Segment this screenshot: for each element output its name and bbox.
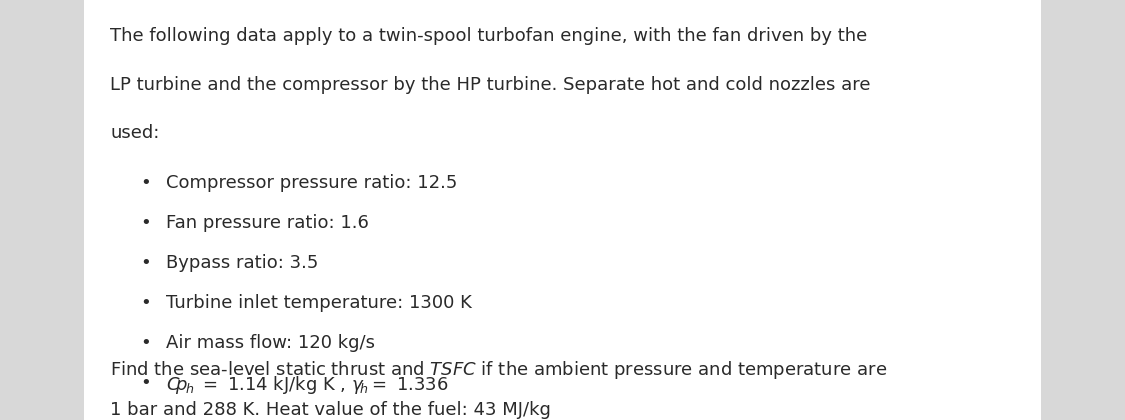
- Text: Bypass ratio: 3.5: Bypass ratio: 3.5: [166, 254, 318, 272]
- Text: Fan pressure ratio: 1.6: Fan pressure ratio: 1.6: [166, 214, 369, 232]
- Text: Find the sea-level static thrust and $\mathit{TSFC}$ if the ambient pressure and: Find the sea-level static thrust and $\m…: [110, 359, 888, 381]
- FancyBboxPatch shape: [84, 0, 1041, 420]
- Text: •: •: [141, 254, 152, 272]
- Text: used:: used:: [110, 124, 160, 142]
- Text: 1 bar and 288 K. Heat value of the fuel: 43 MJ/kg: 1 bar and 288 K. Heat value of the fuel:…: [110, 401, 551, 419]
- Text: $\mathit{C}$$\!\mathit{p}_{\!\mathit{h}}$ $=$ 1.14 kJ/kg K , $\mathit{\gamma}_{\: $\mathit{C}$$\!\mathit{p}_{\!\mathit{h}}…: [166, 374, 449, 396]
- Text: •: •: [141, 334, 152, 352]
- Text: The following data apply to a twin-spool turbofan engine, with the fan driven by: The following data apply to a twin-spool…: [110, 27, 867, 45]
- Text: •: •: [141, 214, 152, 232]
- Text: Air mass flow: 120 kg/s: Air mass flow: 120 kg/s: [166, 334, 376, 352]
- Text: •: •: [141, 374, 152, 392]
- Text: Turbine inlet temperature: 1300 K: Turbine inlet temperature: 1300 K: [166, 294, 472, 312]
- Text: Compressor pressure ratio: 12.5: Compressor pressure ratio: 12.5: [166, 174, 458, 192]
- Text: •: •: [141, 294, 152, 312]
- Text: LP turbine and the compressor by the HP turbine. Separate hot and cold nozzles a: LP turbine and the compressor by the HP …: [110, 76, 871, 94]
- Text: •: •: [141, 174, 152, 192]
